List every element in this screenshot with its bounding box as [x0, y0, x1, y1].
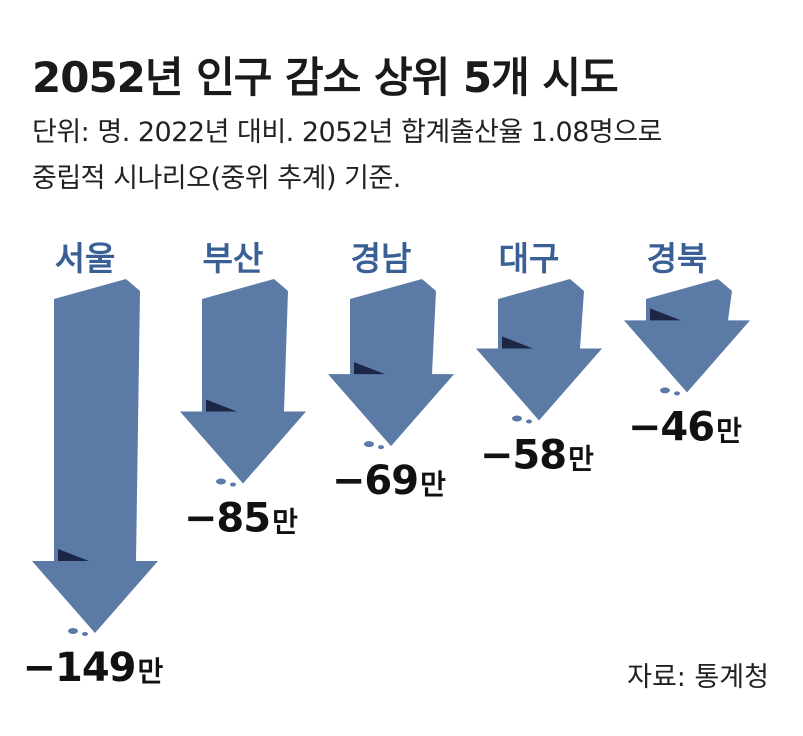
- arrow-fold: [354, 362, 385, 375]
- value-label: −85: [184, 496, 270, 542]
- arrow-debris: [216, 478, 226, 485]
- arrow-debris: [230, 482, 236, 487]
- value-label: −69: [332, 458, 418, 504]
- arrow-debris: [364, 441, 374, 448]
- arrow-bar: [328, 279, 454, 447]
- value-unit: 만: [138, 655, 164, 688]
- source-note: 자료: 통계청: [627, 662, 769, 693]
- category-label: 서울: [55, 239, 116, 278]
- arrow-debris: [526, 419, 532, 424]
- value-label: −149: [22, 645, 135, 691]
- chart-title: 2052년 인구 감소 상위 5개 시도: [32, 53, 619, 102]
- arrow-debris: [82, 632, 88, 636]
- value-unit: 만: [420, 468, 446, 501]
- value-unit: 만: [568, 442, 594, 475]
- arrow-fold: [206, 399, 237, 412]
- category-label: 경북: [647, 239, 708, 278]
- arrow-fold: [502, 336, 533, 349]
- arrow-fold: [58, 549, 89, 561]
- arrow-debris: [512, 415, 522, 422]
- arrow-debris: [378, 445, 384, 450]
- category-label: 경남: [351, 239, 412, 278]
- value-label: −46: [628, 404, 714, 450]
- arrow-debris: [674, 391, 680, 396]
- chart-subtitle: 단위: 명. 2022년 대비. 2052년 합계출산율 1.08명으로 중립적…: [32, 110, 662, 202]
- arrow-debris: [68, 628, 78, 634]
- arrow-debris: [660, 387, 670, 394]
- arrow-bar: [180, 279, 306, 484]
- subtitle-line-2: 중립적 시나리오(중위 추계) 기준.: [32, 163, 401, 194]
- value-label: −58: [480, 432, 566, 478]
- category-label: 대구: [499, 239, 560, 278]
- category-label: 부산: [203, 239, 264, 278]
- value-unit: 만: [272, 506, 298, 539]
- arrow-bar: [476, 279, 602, 421]
- value-unit: 만: [716, 414, 742, 447]
- arrow-bar: [32, 279, 158, 633]
- arrow-fold: [650, 308, 681, 321]
- subtitle-line-1: 단위: 명. 2022년 대비. 2052년 합계출산율 1.08명으로: [32, 117, 662, 148]
- arrow-bar: [624, 279, 750, 393]
